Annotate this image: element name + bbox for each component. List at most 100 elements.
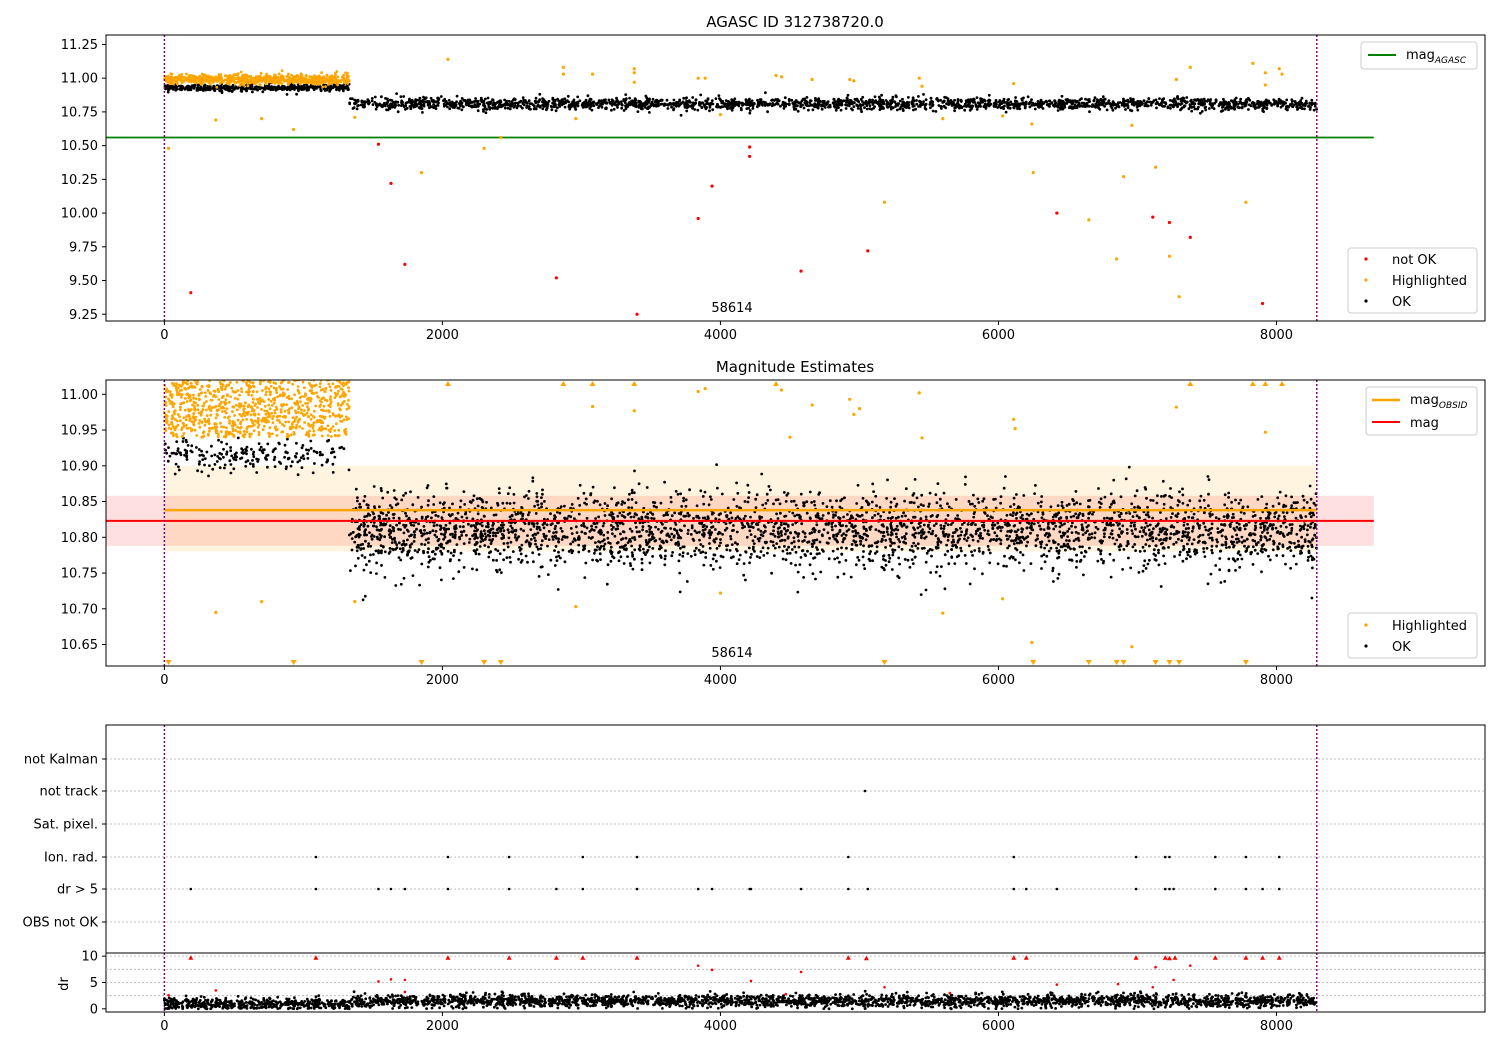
data-point bbox=[1218, 102, 1221, 106]
data-point bbox=[1234, 569, 1237, 572]
data-point bbox=[292, 75, 295, 79]
data-point bbox=[395, 92, 398, 95]
data-point bbox=[782, 107, 786, 110]
data-point bbox=[285, 75, 289, 78]
data-point bbox=[263, 87, 267, 91]
data-point bbox=[456, 511, 460, 515]
data-point bbox=[1202, 97, 1206, 101]
data-point bbox=[1189, 100, 1193, 103]
data-point bbox=[394, 104, 398, 107]
data-point bbox=[590, 108, 594, 112]
data-point bbox=[1045, 100, 1049, 104]
data-point bbox=[585, 100, 588, 104]
data-point bbox=[309, 439, 313, 443]
data-point bbox=[999, 106, 1003, 110]
data-point bbox=[1312, 108, 1316, 112]
data-point bbox=[486, 101, 489, 105]
data-point bbox=[203, 86, 206, 90]
data-point bbox=[1176, 97, 1180, 101]
data-point bbox=[918, 525, 922, 528]
data-point bbox=[1281, 511, 1285, 514]
data-point bbox=[214, 118, 218, 122]
data-point bbox=[554, 103, 557, 107]
data-point bbox=[288, 88, 292, 92]
data-point bbox=[966, 523, 970, 526]
data-point bbox=[426, 551, 430, 554]
data-point bbox=[300, 80, 303, 84]
data-point bbox=[1151, 215, 1155, 219]
data-point bbox=[519, 511, 522, 515]
data-point bbox=[950, 548, 953, 551]
data-point bbox=[1006, 537, 1010, 541]
data-point bbox=[169, 72, 173, 76]
data-point bbox=[1126, 98, 1130, 102]
data-point bbox=[820, 107, 824, 111]
data-point bbox=[723, 102, 727, 106]
data-point bbox=[687, 100, 690, 104]
data-point bbox=[1241, 101, 1245, 105]
data-point bbox=[752, 102, 756, 105]
data-point bbox=[1064, 548, 1067, 552]
data-point bbox=[1158, 97, 1161, 100]
data-point bbox=[1282, 103, 1285, 106]
data-point bbox=[1162, 554, 1165, 558]
data-point bbox=[354, 487, 358, 491]
data-point bbox=[378, 505, 381, 509]
data-point bbox=[272, 448, 276, 452]
data-point bbox=[1301, 494, 1305, 498]
data-point bbox=[339, 80, 343, 84]
top-y-axis: 9.259.509.7510.0010.2510.5010.7511.0011.… bbox=[61, 38, 106, 323]
data-point bbox=[359, 103, 363, 107]
data-point bbox=[574, 103, 578, 107]
data-point bbox=[1081, 514, 1085, 517]
data-point bbox=[1237, 522, 1241, 526]
data-point bbox=[180, 85, 184, 89]
data-point bbox=[846, 93, 850, 97]
data-point bbox=[879, 530, 883, 534]
data-point bbox=[811, 572, 815, 576]
data-point bbox=[586, 103, 590, 107]
data-point bbox=[408, 105, 412, 108]
data-point bbox=[216, 455, 220, 458]
data-point bbox=[527, 105, 531, 108]
data-point bbox=[419, 103, 423, 107]
data-point bbox=[492, 101, 496, 104]
data-point bbox=[286, 451, 289, 455]
data-point bbox=[460, 97, 464, 100]
data-point bbox=[525, 106, 528, 109]
data-point bbox=[790, 98, 794, 102]
data-point bbox=[977, 501, 981, 504]
data-point bbox=[265, 454, 268, 458]
data-point bbox=[1056, 109, 1060, 112]
data-point bbox=[893, 100, 896, 104]
data-point bbox=[306, 81, 309, 85]
data-point bbox=[1230, 500, 1233, 504]
data-point bbox=[787, 545, 790, 549]
data-point bbox=[330, 447, 334, 451]
data-point bbox=[1011, 514, 1015, 517]
data-point bbox=[536, 503, 540, 507]
data-point bbox=[289, 464, 293, 468]
data-point bbox=[777, 99, 781, 103]
data-point bbox=[721, 105, 725, 108]
data-point bbox=[323, 89, 327, 92]
data-point bbox=[383, 550, 387, 554]
data-point bbox=[1062, 101, 1066, 105]
data-point bbox=[1059, 102, 1063, 106]
data-point bbox=[561, 72, 565, 76]
data-point bbox=[956, 534, 960, 538]
data-point bbox=[402, 539, 406, 543]
data-point bbox=[342, 78, 345, 82]
data-point bbox=[939, 540, 943, 544]
data-point bbox=[650, 100, 654, 104]
data-point bbox=[592, 100, 596, 104]
data-point bbox=[1131, 545, 1135, 549]
data-point bbox=[643, 105, 647, 109]
data-point bbox=[1162, 97, 1166, 101]
data-point bbox=[344, 71, 347, 75]
y-tick-label: 9.75 bbox=[69, 240, 98, 255]
data-point bbox=[743, 500, 747, 503]
data-point bbox=[1153, 165, 1158, 169]
data-point bbox=[521, 106, 524, 110]
data-point bbox=[370, 99, 374, 103]
